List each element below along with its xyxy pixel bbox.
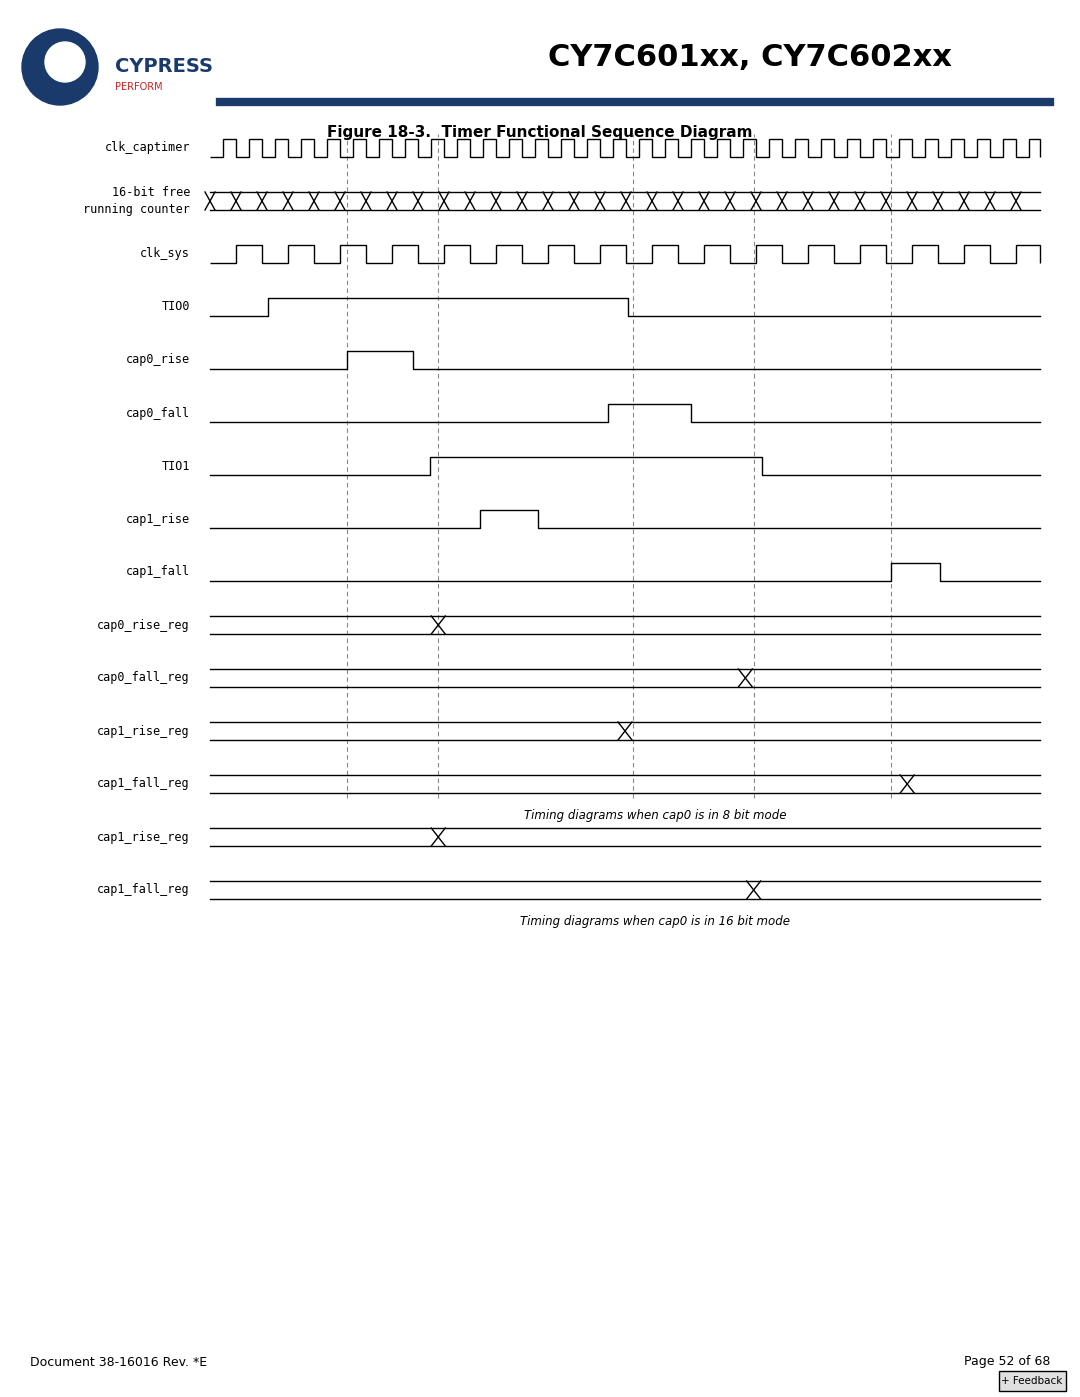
Text: cap0_rise_reg: cap0_rise_reg (97, 619, 190, 631)
Text: cap1_fall_reg: cap1_fall_reg (97, 883, 190, 897)
Text: cap1_fall: cap1_fall (126, 566, 190, 578)
Circle shape (45, 42, 85, 82)
Text: cap1_rise_reg: cap1_rise_reg (97, 725, 190, 738)
Text: Figure 18-3.  Timer Functional Sequence Diagram: Figure 18-3. Timer Functional Sequence D… (327, 124, 753, 140)
Text: clk_captimer: clk_captimer (105, 141, 190, 155)
Text: 16-bit free: 16-bit free (111, 187, 190, 200)
Text: clk_sys: clk_sys (140, 247, 190, 260)
Text: PERFORM: PERFORM (114, 82, 163, 92)
Text: + Feedback: + Feedback (1001, 1376, 1063, 1386)
Text: cap0_fall_reg: cap0_fall_reg (97, 672, 190, 685)
Text: cap1_fall_reg: cap1_fall_reg (97, 778, 190, 791)
Text: Page 52 of 68: Page 52 of 68 (963, 1355, 1050, 1369)
Text: cap0_fall: cap0_fall (126, 407, 190, 419)
Text: Document 38-16016 Rev. *E: Document 38-16016 Rev. *E (30, 1355, 207, 1369)
Text: cap0_rise: cap0_rise (126, 353, 190, 366)
Text: running counter: running counter (83, 203, 190, 215)
Text: cap1_rise: cap1_rise (126, 513, 190, 525)
Text: TIO1: TIO1 (162, 460, 190, 472)
Text: Timing diagrams when cap0 is in 8 bit mode: Timing diagrams when cap0 is in 8 bit mo… (524, 809, 786, 821)
Text: cap1_rise_reg: cap1_rise_reg (97, 830, 190, 844)
Text: CY7C601xx, CY7C602xx: CY7C601xx, CY7C602xx (548, 42, 951, 71)
Text: TIO0: TIO0 (162, 300, 190, 313)
FancyBboxPatch shape (999, 1370, 1066, 1391)
Text: Timing diagrams when cap0 is in 16 bit mode: Timing diagrams when cap0 is in 16 bit m… (519, 915, 789, 928)
Circle shape (22, 29, 98, 105)
Text: CYPRESS: CYPRESS (114, 57, 213, 77)
